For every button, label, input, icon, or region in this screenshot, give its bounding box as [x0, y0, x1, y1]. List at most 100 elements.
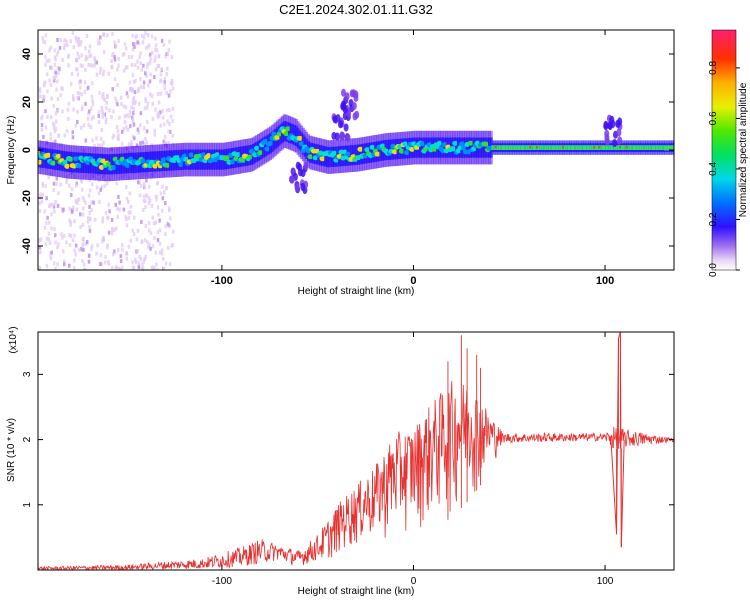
snr-xlabel: Height of straight line (km) — [298, 586, 415, 597]
speckle — [113, 40, 116, 45]
speckle — [68, 243, 72, 248]
feature-blob — [339, 133, 345, 142]
speckle — [88, 211, 91, 216]
speckle — [147, 201, 151, 205]
speckle — [76, 72, 80, 77]
band-ridge — [512, 145, 516, 150]
speckle — [68, 218, 71, 223]
feature-blob — [300, 183, 306, 191]
speckle — [133, 44, 136, 49]
speckle — [98, 143, 102, 148]
speckle — [71, 31, 75, 35]
speckle — [86, 240, 89, 245]
band-ridge — [548, 145, 552, 150]
speckle — [114, 202, 117, 207]
speckle — [168, 122, 171, 126]
speckle — [67, 101, 71, 106]
speckle — [55, 79, 59, 84]
speckle — [120, 102, 123, 107]
speckle — [154, 55, 157, 60]
speckle — [158, 228, 162, 233]
speckle — [42, 98, 45, 103]
speckle — [81, 212, 85, 217]
spectrogram-heatmap — [38, 31, 674, 270]
speckle — [139, 123, 142, 128]
speckle — [148, 61, 152, 65]
speckle — [62, 208, 65, 212]
speckle — [60, 86, 63, 91]
band-edge — [664, 146, 674, 151]
speckle — [90, 246, 93, 251]
speckle — [113, 249, 116, 254]
band-blob — [55, 153, 62, 159]
x-tick-label: 0 — [410, 275, 416, 287]
speckle — [49, 256, 53, 261]
speckle — [49, 132, 52, 137]
speckle — [107, 260, 110, 265]
speckle — [116, 135, 120, 140]
colorbar-gradient — [711, 29, 737, 271]
band-blob — [67, 156, 74, 162]
speckle — [91, 63, 94, 68]
speckle — [91, 99, 94, 103]
speckle — [70, 187, 74, 192]
speckle — [116, 129, 120, 134]
speckle — [82, 248, 85, 252]
speckle — [79, 212, 82, 217]
speckle — [144, 223, 147, 228]
speckle — [110, 265, 114, 270]
speckle — [41, 181, 44, 186]
speckle — [148, 79, 152, 84]
speckle — [169, 216, 172, 221]
band-core — [324, 146, 328, 167]
band-ridge — [653, 145, 657, 150]
speckle — [95, 251, 98, 256]
speckle — [142, 80, 146, 85]
speckle — [80, 125, 83, 130]
speckle — [94, 217, 97, 222]
speckle — [66, 43, 69, 48]
speckle — [87, 193, 91, 198]
speckle — [38, 87, 42, 92]
y-tick-label: 20 — [21, 96, 33, 108]
speckle — [144, 71, 147, 76]
band-blob — [124, 163, 131, 168]
band-ridge — [655, 145, 659, 150]
speckle — [165, 108, 169, 113]
speckle — [146, 240, 149, 245]
speckle — [119, 259, 123, 264]
speckle — [157, 212, 160, 217]
speckle — [153, 132, 157, 137]
speckle — [97, 38, 100, 43]
speckle — [43, 209, 47, 214]
speckle — [99, 35, 102, 40]
speckle — [98, 41, 101, 46]
speckle — [111, 32, 114, 36]
speckle — [70, 72, 74, 76]
speckle — [75, 207, 79, 212]
speckle — [52, 188, 55, 192]
speckle — [68, 233, 71, 237]
speckle — [58, 66, 61, 71]
speckle — [172, 229, 175, 234]
speckle — [132, 107, 135, 111]
speckle — [168, 262, 172, 267]
speckle — [90, 244, 94, 249]
speckle — [87, 111, 90, 116]
feature-blob — [332, 115, 338, 124]
band-blob — [379, 143, 386, 149]
speckle — [167, 222, 170, 227]
band-core — [379, 140, 383, 161]
band-ridge — [541, 145, 545, 150]
band-core — [370, 142, 374, 163]
speckle — [97, 143, 100, 148]
snr-spike-segment — [610, 436, 618, 535]
speckle — [54, 266, 57, 270]
speckle — [162, 190, 166, 195]
band-core — [327, 147, 331, 168]
speckle — [135, 143, 139, 148]
speckle — [90, 208, 93, 212]
speckle — [132, 96, 136, 100]
speckle — [129, 238, 132, 243]
band-core — [467, 137, 471, 158]
